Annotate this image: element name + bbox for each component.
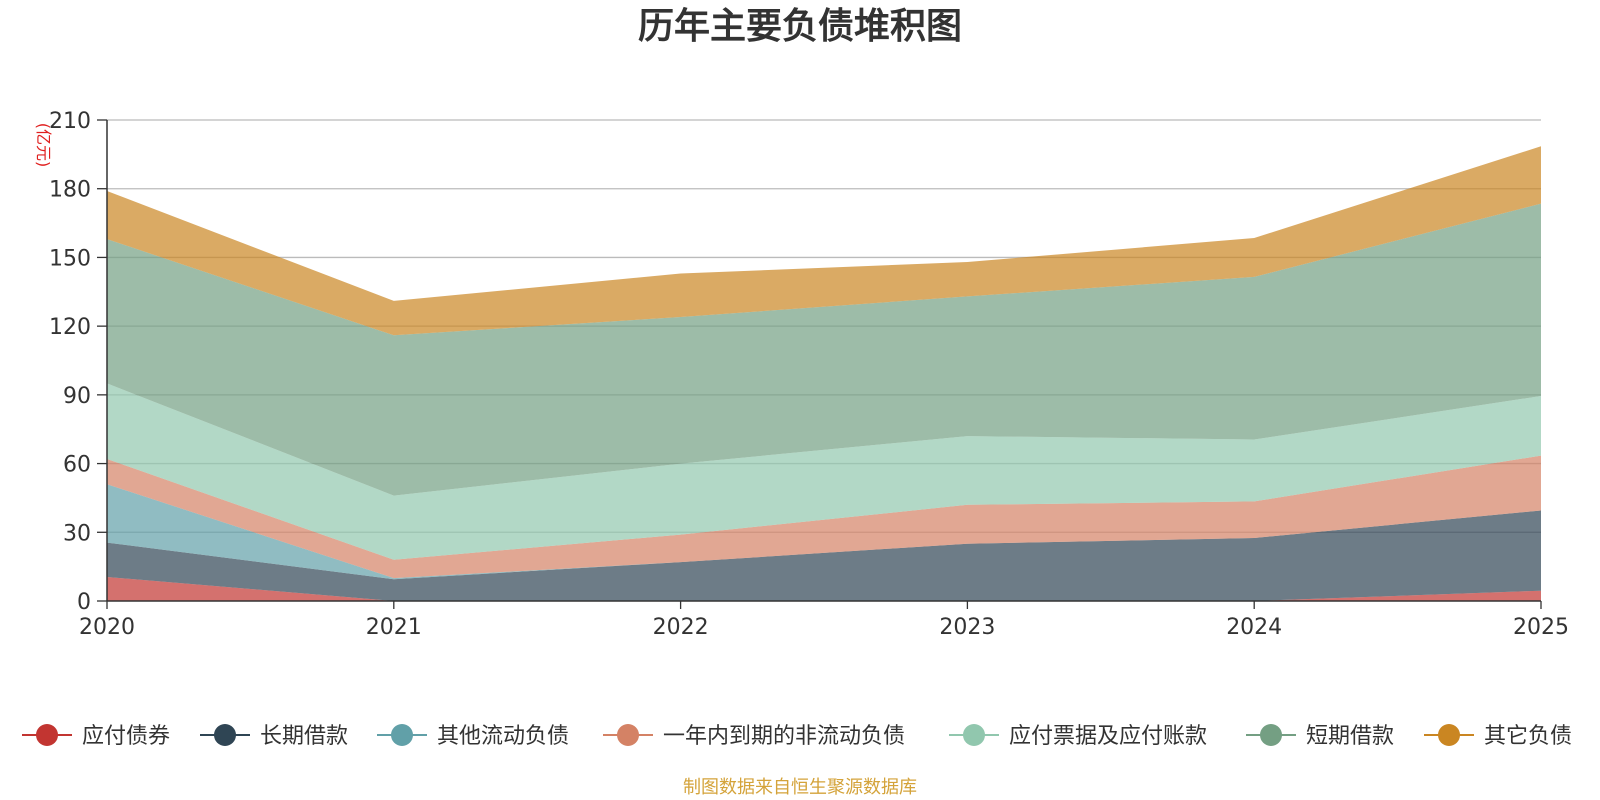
area-series-4 bbox=[107, 383, 1541, 560]
area-series-3 bbox=[107, 455, 1541, 579]
legend-label: 其它负债 bbox=[1484, 724, 1572, 749]
axis-layer: 0 30 60 90 120 150 180 210 2020 2021 2022 2023 2024 2… bbox=[49, 109, 1569, 640]
legend-marker bbox=[391, 724, 413, 746]
legend-item-2[interactable]: 其他流动负债 bbox=[377, 724, 569, 749]
y-tick-label: 90 bbox=[63, 384, 91, 409]
legend-marker bbox=[1438, 724, 1460, 746]
legend-label: 短期借款 bbox=[1306, 724, 1394, 749]
area-series-1 bbox=[107, 510, 1541, 601]
area-series-6 bbox=[107, 146, 1541, 336]
legend-item-1[interactable]: 长期借款 bbox=[200, 724, 348, 749]
legend-item-0[interactable]: 应付债券 bbox=[22, 724, 170, 749]
legend-item-5[interactable]: 短期借款 bbox=[1246, 724, 1394, 749]
legend-item-3[interactable]: 一年内到期的非流动负债 bbox=[603, 724, 905, 749]
x-tick-label: 2020 bbox=[79, 615, 135, 640]
x-tick-label: 2025 bbox=[1513, 615, 1569, 640]
y-tick-label: 120 bbox=[49, 315, 91, 340]
legend-item-6[interactable]: 其它负债 bbox=[1424, 724, 1572, 749]
area-layer bbox=[107, 146, 1541, 601]
legend-marker bbox=[36, 724, 58, 746]
area-series-0 bbox=[107, 577, 1541, 601]
y-tick-label: 30 bbox=[63, 521, 91, 546]
chart-title: 历年主要负债堆积图 bbox=[638, 6, 962, 47]
legend-marker bbox=[1260, 724, 1282, 746]
y-tick-label: 180 bbox=[49, 178, 91, 203]
legend-label: 应付债券 bbox=[82, 724, 170, 749]
x-tick-label: 2021 bbox=[366, 615, 422, 640]
source-note: 制图数据来自恒生聚源数据库 bbox=[683, 777, 917, 798]
legend-label: 一年内到期的非流动负债 bbox=[663, 724, 905, 749]
y-tick-label: 150 bbox=[49, 246, 91, 271]
area-series-5 bbox=[107, 203, 1541, 496]
legend: 应付债券 长期借款 其他流动负债 一年内到期的非流动负债 应付票据及应付账款 短期借款 其它… bbox=[22, 724, 1572, 749]
legend-label: 长期借款 bbox=[260, 724, 348, 749]
legend-label: 其他流动负债 bbox=[437, 724, 569, 749]
x-tick-label: 2022 bbox=[653, 615, 709, 640]
y-tick-label: 210 bbox=[49, 109, 91, 134]
y-axis-unit: (亿元) bbox=[34, 123, 53, 168]
legend-label: 应付票据及应付账款 bbox=[1009, 724, 1207, 749]
x-tick-label: 2024 bbox=[1226, 615, 1282, 640]
y-tick-label: 60 bbox=[63, 453, 91, 478]
x-tick-label: 2023 bbox=[939, 615, 995, 640]
legend-marker bbox=[617, 724, 639, 746]
legend-marker bbox=[963, 724, 985, 746]
legend-item-4[interactable]: 应付票据及应付账款 bbox=[949, 724, 1207, 749]
legend-marker bbox=[214, 724, 236, 746]
y-tick-label: 0 bbox=[77, 590, 91, 615]
